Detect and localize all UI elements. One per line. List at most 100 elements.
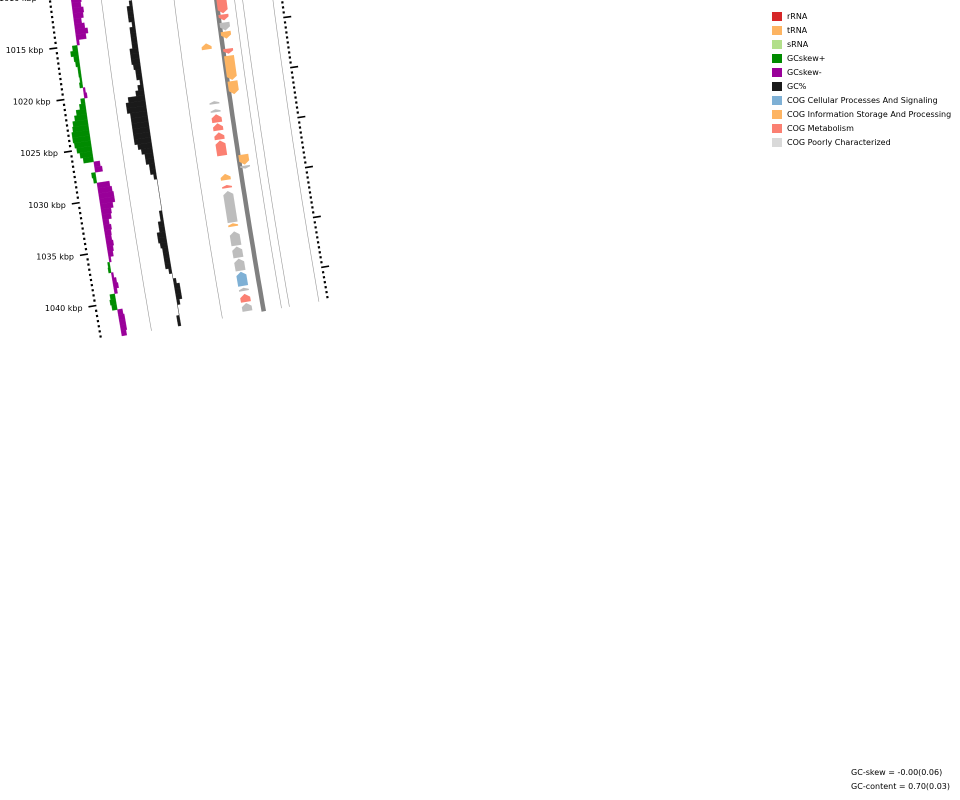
gc-skew-positive-bin bbox=[80, 98, 86, 105]
gc-skew-negative-bin bbox=[72, 6, 85, 14]
gc-content-bin bbox=[157, 184, 159, 190]
gc-content-bin bbox=[177, 320, 182, 327]
gc-content-bin bbox=[126, 105, 148, 114]
gc-content-bin bbox=[140, 147, 154, 155]
gc-skew-positive-bin bbox=[78, 71, 82, 78]
gc-skew-negative-bin bbox=[112, 282, 119, 289]
major-tick bbox=[49, 47, 58, 50]
gc-skew-negative-bin bbox=[74, 27, 89, 35]
gc-skew-negative-bin bbox=[113, 287, 118, 294]
gc-skew-negative-bin bbox=[108, 256, 112, 263]
legend-label-gcskew-positive: GCskew+ bbox=[787, 53, 826, 63]
legend-item-cog-cellular: COG Cellular Processes And Signaling bbox=[772, 93, 958, 107]
gc-skew-negative-bin bbox=[119, 324, 128, 331]
legend-swatch-trna bbox=[772, 25, 782, 35]
position-ticks-right bbox=[281, 1, 330, 299]
guide-circle bbox=[242, 0, 290, 307]
position-label: 1030 kbp bbox=[28, 201, 66, 210]
genome-statistics: GC-skew = -0.00(0.06) GC-content = 0.70(… bbox=[851, 766, 950, 794]
gc-skew-negative-bin bbox=[72, 12, 84, 19]
gc-skew-track bbox=[70, 0, 128, 337]
gc-skew-positive-bin bbox=[92, 177, 98, 184]
gc-content-bin bbox=[139, 79, 144, 86]
gc-skew-negative-bin bbox=[107, 250, 114, 258]
legend-item-cog-information: COG Information Storage And Processing bbox=[772, 107, 958, 121]
gc-content-bin bbox=[131, 42, 139, 49]
position-label: 1015 kbp bbox=[6, 46, 44, 55]
gene-feature bbox=[210, 109, 221, 113]
gene-feature bbox=[238, 287, 249, 292]
gc-content-bin bbox=[176, 298, 181, 305]
gene-feature bbox=[224, 55, 237, 80]
gc-content-bin bbox=[129, 26, 137, 33]
gc-content-bin bbox=[127, 10, 134, 18]
gc-content-bin bbox=[159, 215, 164, 222]
gc-content-bin bbox=[168, 267, 173, 275]
gc-skew-negative-bin bbox=[102, 218, 110, 226]
gc-content-bin bbox=[164, 262, 172, 270]
legend-swatch-gc-content bbox=[772, 81, 782, 91]
gc-skew-negative-bin bbox=[106, 245, 114, 252]
gc-content-bin bbox=[160, 205, 163, 211]
major-tick bbox=[297, 115, 306, 119]
major-tick bbox=[71, 201, 80, 205]
gc-content-bin bbox=[130, 31, 137, 39]
gc-content-bin bbox=[128, 16, 135, 23]
gc-skew-negative-bin bbox=[117, 308, 124, 316]
gc-skew-negative-bin bbox=[99, 196, 116, 205]
gene-feature bbox=[229, 231, 242, 247]
gc-content-bin bbox=[177, 304, 179, 311]
guide-circle bbox=[272, 0, 320, 302]
guide-circle bbox=[173, 0, 223, 319]
gene-feature bbox=[228, 223, 239, 228]
guide-lines bbox=[101, 0, 320, 331]
gc-skew-positive-bin bbox=[73, 55, 80, 63]
gc-skew-negative-bin bbox=[99, 201, 114, 210]
guide-circle bbox=[101, 0, 152, 331]
legend-swatch-gcskew-negative bbox=[772, 67, 782, 77]
gc-skew-positive-bin bbox=[91, 172, 97, 179]
major-tick bbox=[290, 65, 299, 69]
gc-content-bin bbox=[162, 252, 170, 259]
gene-feature bbox=[220, 30, 232, 39]
legend: rRNA tRNA sRNA GCskew+ GCskew- GC% COG C… bbox=[772, 9, 958, 149]
major-tick bbox=[283, 15, 292, 19]
gene-feature bbox=[227, 80, 239, 95]
gc-content-bin bbox=[156, 179, 158, 185]
legend-swatch-cog-cellular bbox=[772, 95, 782, 105]
gc-content-bin bbox=[135, 68, 142, 76]
gc-content-bin bbox=[157, 220, 165, 228]
gc-skew-positive-bin bbox=[79, 76, 83, 83]
legend-label-trna: tRNA bbox=[787, 25, 808, 35]
gc-content-bin bbox=[175, 293, 183, 300]
gc-skew-positive-bin bbox=[79, 103, 87, 110]
major-tick bbox=[79, 253, 88, 257]
gene-feature bbox=[219, 21, 230, 31]
gc-skew-positive-bin bbox=[82, 156, 94, 164]
legend-item-srna: sRNA bbox=[772, 37, 958, 51]
gc-content-bin bbox=[137, 142, 153, 150]
gene-feature bbox=[240, 164, 251, 169]
legend-swatch-cog-information bbox=[772, 109, 782, 119]
gc-content-bin bbox=[128, 0, 133, 7]
feature-track bbox=[201, 0, 253, 312]
gc-content-bin bbox=[172, 277, 177, 285]
gc-skew-negative-bin bbox=[111, 277, 118, 284]
gc-skew-positive-bin bbox=[109, 293, 116, 301]
gc-content-bin bbox=[176, 315, 181, 322]
position-label: 1040 kbp bbox=[45, 304, 83, 313]
gene-feature bbox=[222, 185, 233, 189]
gc-content-bin bbox=[171, 273, 174, 279]
gene-feature bbox=[234, 258, 246, 272]
gene-feature bbox=[220, 173, 231, 181]
gc-skew-negative-bin bbox=[82, 87, 86, 94]
legend-label-cog-information: COG Information Storage And Processing bbox=[787, 109, 952, 119]
gc-content-bin bbox=[130, 37, 138, 44]
gc-content-bin bbox=[148, 163, 156, 170]
gene-feature bbox=[211, 114, 223, 124]
gc-skew-negative-bin bbox=[71, 0, 82, 4]
gc-skew-positive-bin bbox=[75, 61, 81, 68]
gc-skew-negative-bin bbox=[94, 165, 103, 173]
